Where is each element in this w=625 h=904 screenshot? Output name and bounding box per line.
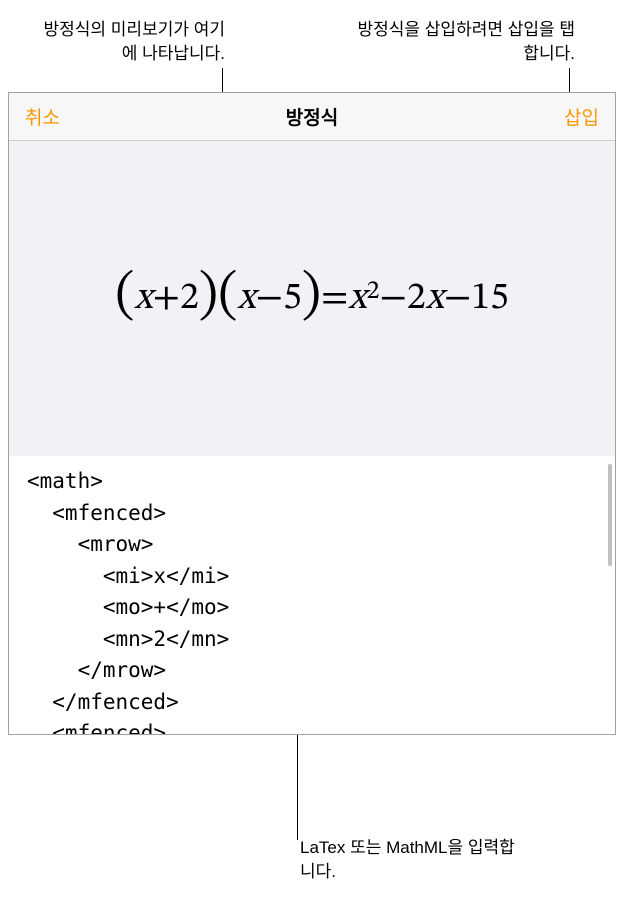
insert-button[interactable]: 삽입	[564, 103, 599, 130]
num-2: 2	[407, 275, 426, 323]
callout-code: LaTex 또는 MathML을 입력합니다.	[300, 836, 520, 884]
callout-insert: 방정식을 삽입하려면 삽입을 탭합니다.	[355, 18, 575, 66]
close-paren: )	[199, 262, 218, 330]
callout-leader-line	[297, 735, 298, 840]
callout-leader-line	[569, 68, 570, 92]
code-input-area[interactable]: <math> <mfenced> <mrow> <mi>x</mi> <mo>+…	[9, 456, 615, 734]
dialog-title: 방정식	[286, 103, 338, 130]
op-minus: −	[256, 275, 283, 323]
equation-editor-dialog: 취소 방정식 삽입 ( x + 2 ) ( x − 5 ) = x 2 − 2 …	[8, 92, 616, 735]
equation-rendered: ( x + 2 ) ( x − 5 ) = x 2 − 2 x − 15	[115, 265, 509, 333]
op-minus: −	[444, 275, 471, 323]
exponent-2: 2	[367, 276, 380, 309]
callout-preview: 방정식의 미리보기가 여기에 나타납니다.	[30, 18, 225, 66]
num-5: 5	[283, 275, 302, 323]
op-equals: =	[321, 275, 348, 323]
open-paren: (	[218, 262, 237, 330]
num-15: 15	[471, 275, 509, 323]
equation-preview-area: ( x + 2 ) ( x − 5 ) = x 2 − 2 x − 15	[9, 141, 615, 456]
dialog-header: 취소 방정식 삽입	[9, 93, 615, 141]
var-x: x	[348, 275, 366, 323]
var-x: x	[237, 275, 255, 323]
var-x: x	[134, 275, 152, 323]
var-x: x	[426, 275, 444, 323]
open-paren: (	[115, 262, 134, 330]
cancel-button[interactable]: 취소	[25, 103, 60, 130]
num-2: 2	[180, 275, 199, 323]
scrollbar[interactable]	[608, 464, 612, 566]
op-minus: −	[379, 275, 406, 323]
op-plus: +	[153, 275, 180, 323]
close-paren: )	[302, 262, 321, 330]
